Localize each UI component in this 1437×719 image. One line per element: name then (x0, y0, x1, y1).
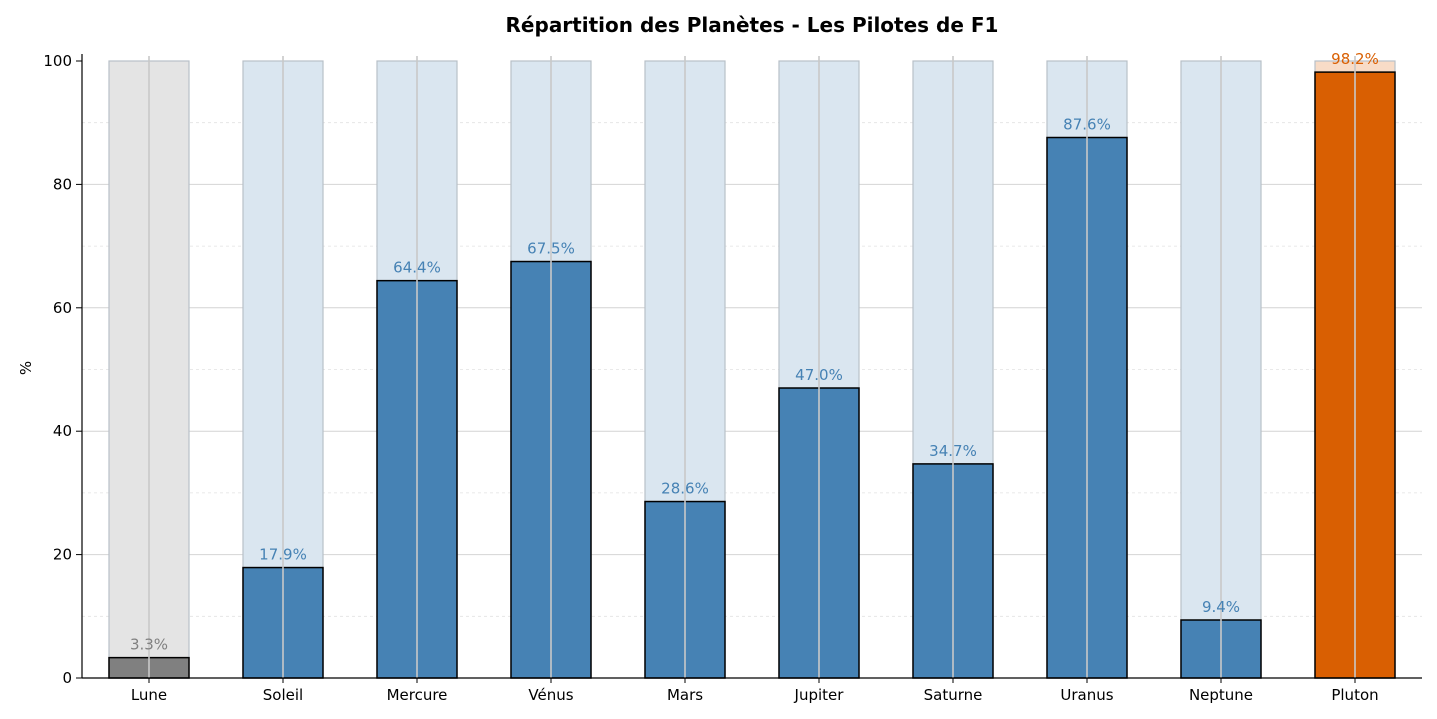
x-tick-label: Lune (131, 686, 167, 704)
data-label: 28.6% (661, 480, 709, 498)
x-tick-label: Mars (667, 686, 703, 704)
bars-group (108, 56, 1396, 679)
axes (76, 54, 1422, 683)
x-tick-label: Pluton (1331, 686, 1378, 704)
x-tick-label: Uranus (1060, 686, 1113, 704)
data-label: 67.5% (527, 240, 575, 258)
x-tick-label: Jupiter (794, 686, 845, 704)
x-tick-label: Mercure (387, 686, 448, 704)
y-tick-label: 100 (43, 52, 72, 70)
y-tick-label: 40 (53, 422, 72, 440)
data-label: 34.7% (929, 442, 977, 460)
y-tick-label: 60 (53, 299, 72, 317)
data-label: 9.4% (1202, 598, 1240, 616)
y-tick-label: 0 (62, 669, 72, 687)
data-label: 64.4% (393, 259, 441, 277)
x-tick-label: Soleil (263, 686, 303, 704)
chart-title: Répartition des Planètes - Les Pilotes d… (506, 13, 999, 37)
x-tick-label: Vénus (528, 686, 573, 704)
data-label: 47.0% (795, 366, 843, 384)
y-tick-label: 20 (53, 546, 72, 564)
data-label: 87.6% (1063, 116, 1111, 134)
data-label: 17.9% (259, 546, 307, 564)
data-label: 98.2% (1331, 50, 1379, 68)
x-tick-label: Neptune (1189, 686, 1253, 704)
y-tick-label: 80 (53, 175, 72, 193)
x-tick-label: Saturne (924, 686, 983, 704)
data-label: 3.3% (130, 636, 168, 654)
y-axis-label: % (17, 361, 35, 375)
labels-group: 3.3% Lune 17.9% Soleil 64.4% Mercure 67.5% Vénu… (43, 50, 1378, 704)
